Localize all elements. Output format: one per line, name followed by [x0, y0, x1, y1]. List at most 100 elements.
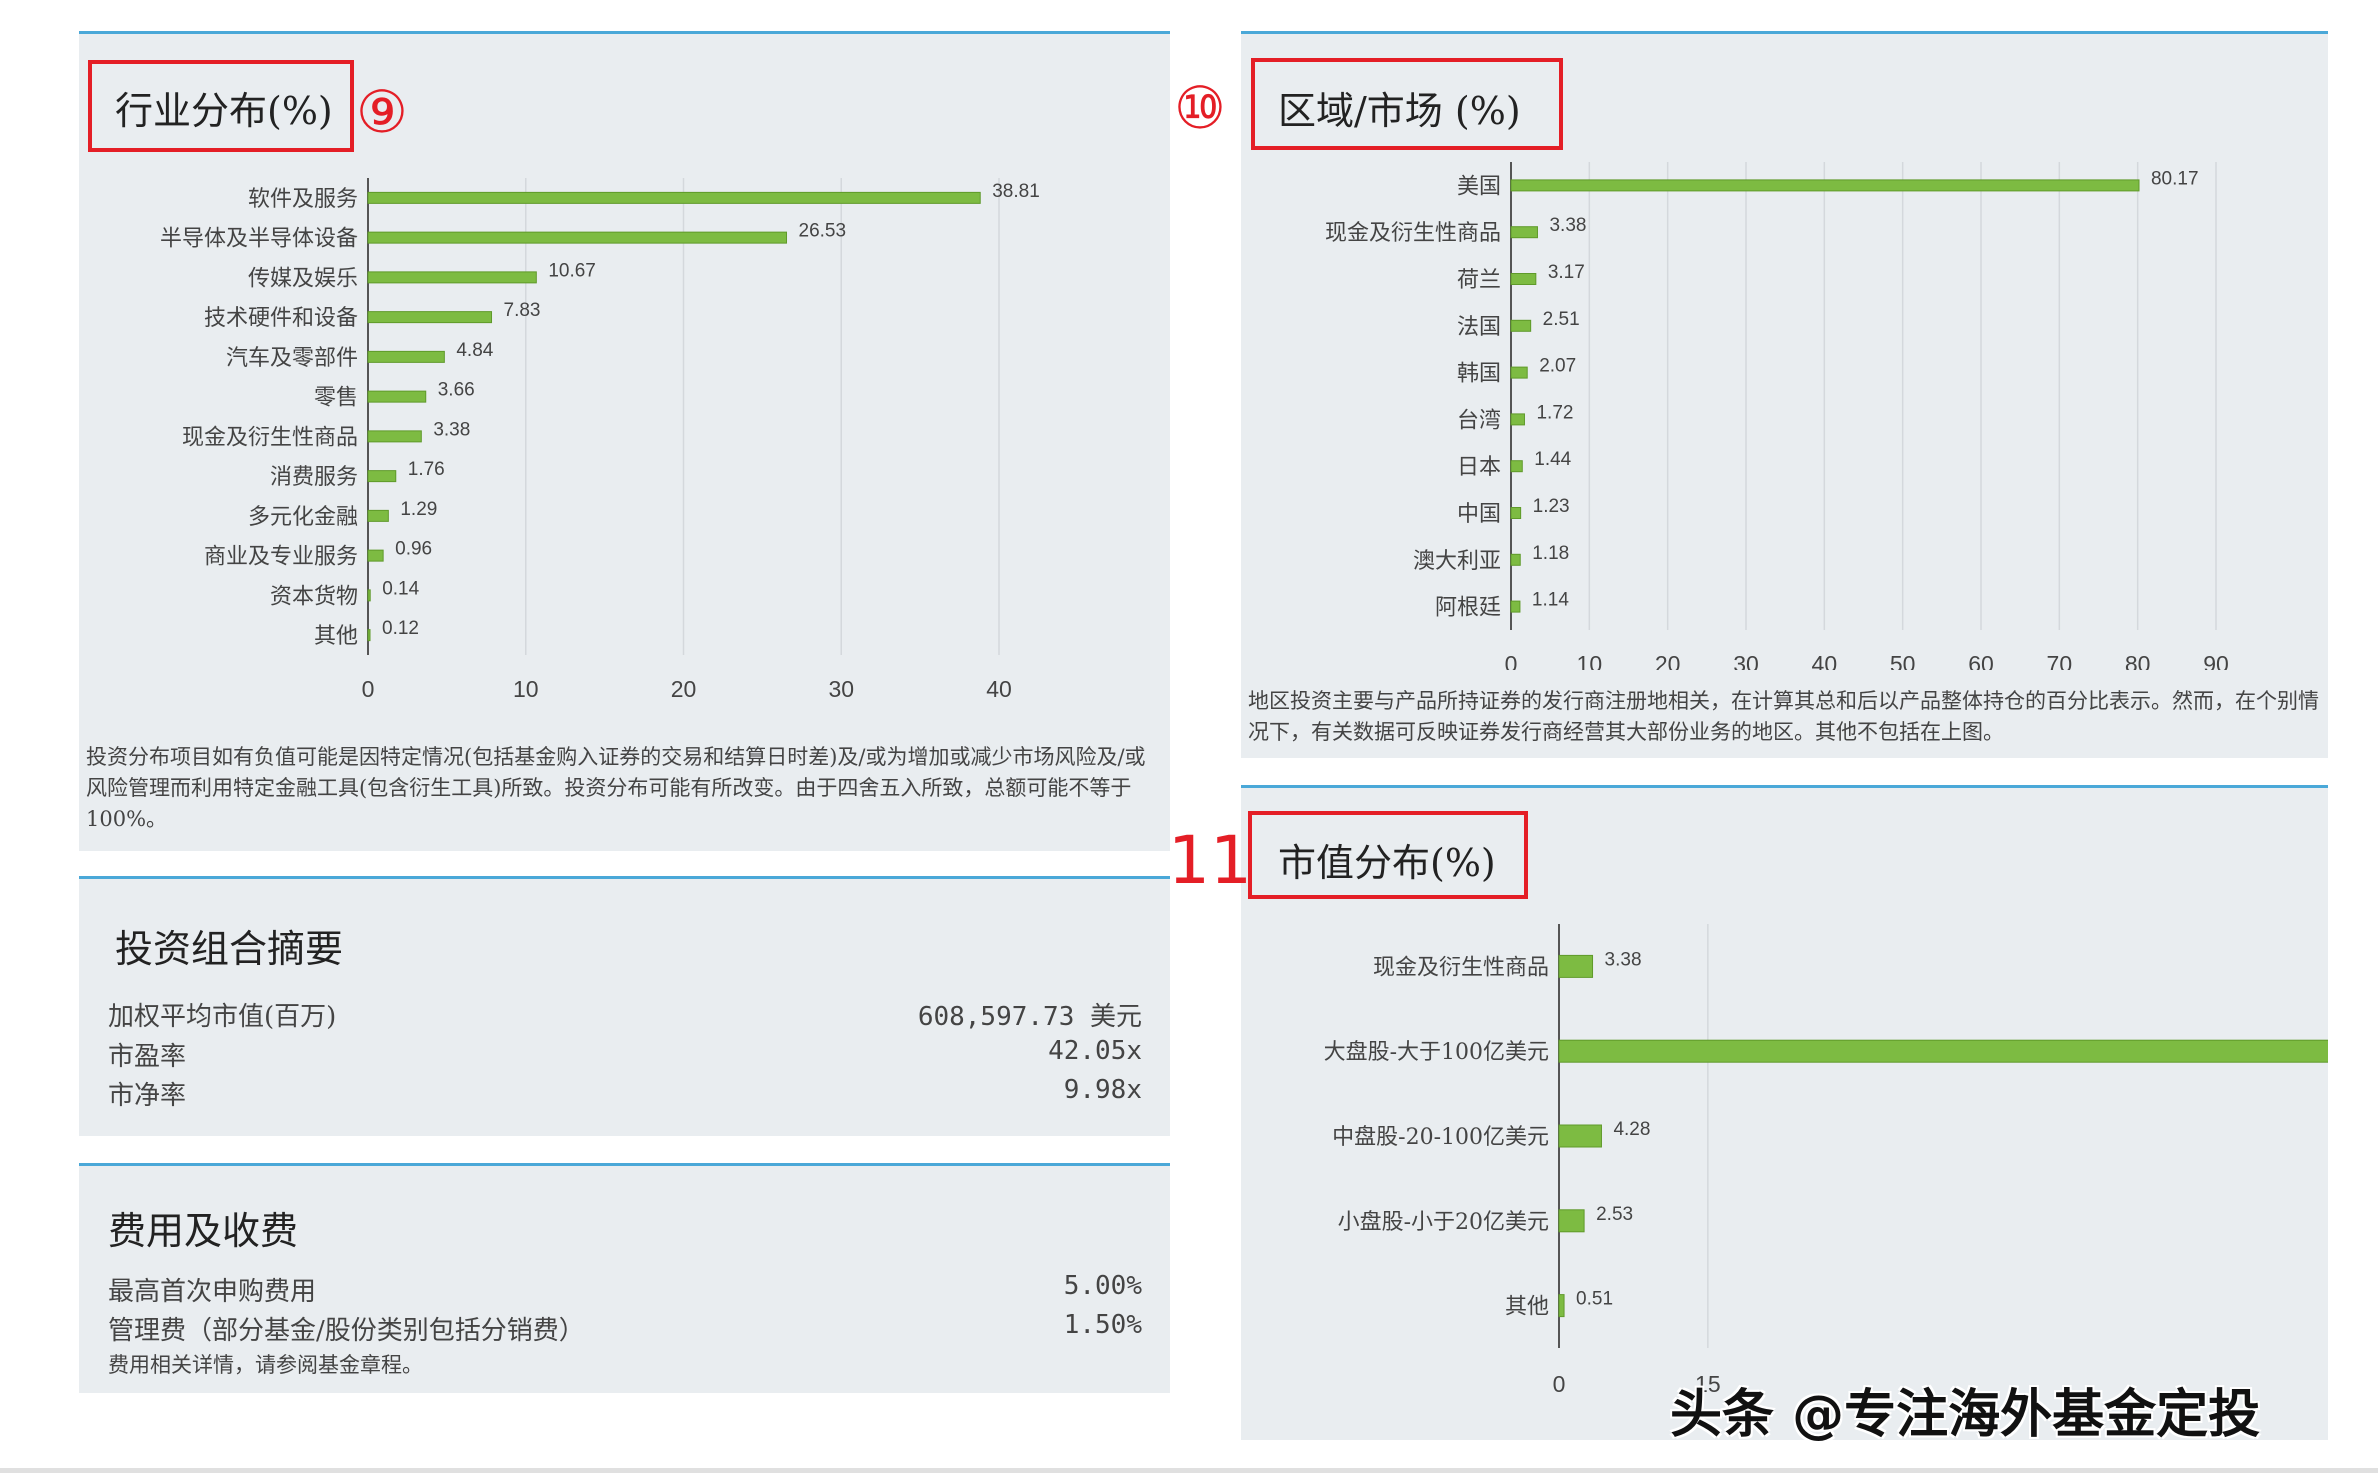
category-label: 阿根廷 [1435, 596, 1501, 621]
bar [367, 589, 371, 602]
x-tick-label: 50 [1890, 651, 1916, 670]
category-label: 大盘股-大于100亿美元 [1324, 1040, 1549, 1065]
portfolio-panel [79, 876, 1170, 1136]
x-tick-label: 0 [1553, 1371, 1566, 1397]
data-label: 3.38 [1549, 215, 1586, 236]
x-tick-label: 10 [1577, 651, 1603, 670]
category-label: 资本货物 [270, 584, 358, 609]
bar [367, 430, 422, 443]
category-label: 消费服务 [270, 465, 358, 490]
bar [1558, 954, 1594, 978]
data-label: 0.51 [1576, 1289, 1613, 1310]
data-label: 1.76 [408, 459, 445, 480]
data-label: 4.84 [456, 340, 493, 361]
bar [367, 549, 384, 562]
industry-title-highlight [88, 60, 354, 152]
category-label: 商业及专业服务 [204, 545, 358, 570]
x-tick-label: 40 [1812, 651, 1838, 670]
bar [1558, 1039, 2328, 1063]
category-label: 零售 [314, 386, 358, 411]
industry-title: 行业分布(%) [115, 89, 333, 133]
bar [1558, 1209, 1585, 1233]
data-label: 38.81 [992, 181, 1040, 202]
region-title: 区域/市场 (%) [1278, 89, 1521, 133]
bar [1510, 179, 2140, 192]
category-label: 美国 [1457, 174, 1501, 199]
x-tick-label: 0 [362, 676, 375, 702]
marketcap-title-highlight [1248, 811, 1528, 899]
portfolio-row-label: 市净率 [108, 1081, 187, 1111]
data-label: 10.67 [548, 260, 596, 281]
bar [1510, 319, 1532, 332]
portfolio-row-value: 608,597.73 美元 [917, 1002, 1142, 1032]
category-label: 中盘股-20-100亿美元 [1332, 1125, 1549, 1150]
region-note: 地区投资主要与产品所持证券的发行商注册地相关，在计算其总和后以产品整体持仓的百分… [1248, 689, 2319, 744]
category-label: 澳大利亚 [1413, 549, 1501, 574]
bar [367, 231, 788, 244]
category-label: 传媒及娱乐 [248, 266, 358, 291]
data-label: 1.29 [400, 499, 437, 520]
portfolio-title: 投资组合摘要 [115, 927, 344, 971]
data-label: 0.14 [382, 578, 419, 599]
fees-row-value: 5.00% [1063, 1271, 1142, 1301]
category-label: 多元化金融 [248, 505, 358, 530]
data-label: 7.83 [504, 300, 541, 321]
fees-row-label: 最高首次申购费用 [108, 1277, 317, 1307]
bar [1558, 1294, 1565, 1318]
bar [1558, 1124, 1602, 1148]
industry-marker: ⑨ [356, 78, 408, 146]
data-label: 2.51 [1543, 309, 1580, 330]
region-chart: 0 10 20 30 40 50 60 70 80 90 美国 80.17 现金及衍生性商品 3.38 荷兰… [1325, 162, 2229, 670]
category-label: 技术硬件和设备 [204, 306, 358, 331]
bar [367, 629, 371, 642]
data-label: 3.17 [1548, 262, 1585, 283]
x-tick-label: 40 [986, 676, 1012, 702]
fees-footnote: 费用相关详情，请参阅基金章程。 [108, 1353, 423, 1377]
data-label: 26.53 [799, 221, 847, 242]
category-label: 现金及衍生性商品 [182, 425, 358, 450]
bar [367, 350, 445, 363]
x-tick-label: 80 [2125, 651, 2151, 670]
bar [1510, 507, 1522, 519]
bar [1510, 413, 1525, 426]
industry-panel [79, 31, 1170, 851]
marketcap-title: 市值分布(%) [1278, 841, 1496, 885]
x-tick-label: 0 [1505, 651, 1518, 670]
data-label: 1.72 [1536, 402, 1573, 423]
bar [367, 390, 427, 403]
marketcap-marker: 11 [1168, 822, 1252, 899]
bar [1510, 273, 1537, 285]
category-label: 现金及衍生性商品 [1373, 955, 1549, 980]
portfolio-row-label: 市盈率 [108, 1042, 187, 1072]
industry-note: 投资分布项目如有负值可能是因特定情况(包括基金购入证券的交易和结算日时差)及/或… [86, 745, 1146, 831]
category-label: 汽车及零部件 [226, 346, 358, 371]
bar [1510, 600, 1521, 613]
bar [367, 191, 981, 204]
bar [1510, 366, 1528, 379]
category-label: 软件及服务 [248, 187, 358, 212]
category-label: 小盘股-小于20亿美元 [1338, 1210, 1549, 1235]
data-label: 4.28 [1613, 1119, 1650, 1140]
data-label: 0.12 [382, 618, 419, 639]
x-tick-label: 60 [1968, 651, 1994, 670]
category-label: 现金及衍生性商品 [1325, 221, 1501, 246]
fees-row-value: 1.50% [1063, 1310, 1142, 1340]
fees-panel [79, 1163, 1170, 1393]
data-label: 1.44 [1534, 449, 1571, 470]
data-label: 1.18 [1532, 543, 1569, 564]
x-tick-label: 90 [2203, 651, 2229, 670]
watermark-text: 头条 @专注海外基金定投 [1670, 1385, 2261, 1445]
category-label: 荷兰 [1457, 268, 1501, 293]
x-tick-label: 70 [2047, 651, 2073, 670]
region-panel [1241, 31, 2328, 758]
footer-divider [0, 1468, 2378, 1473]
category-label: 日本 [1457, 455, 1501, 480]
bar [1510, 226, 1538, 239]
category-label: 其他 [314, 624, 358, 649]
region-marker: ⑩ [1174, 74, 1226, 142]
x-tick-label: 30 [828, 676, 854, 702]
x-tick-label: 20 [671, 676, 697, 702]
industry-chart: 0 10 20 30 40 软件及服务 38.81 半导体及半导体设备 26.53 传媒及娱乐 10… [160, 178, 1040, 702]
x-tick-label: 30 [1733, 651, 1759, 670]
data-label: 80.17 [2151, 168, 2199, 189]
